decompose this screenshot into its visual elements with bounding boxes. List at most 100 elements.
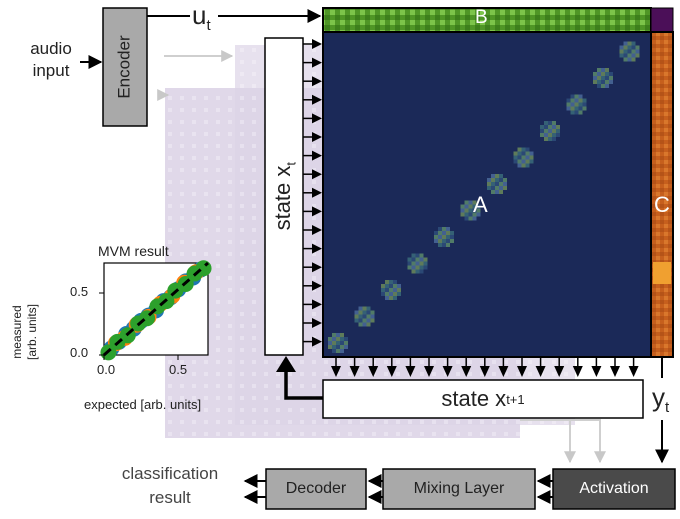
- diagonal-cell: [582, 106, 587, 111]
- inset-ytick-0: 0.0: [70, 345, 89, 360]
- diagonal-cell: [601, 72, 605, 76]
- diagonal-cell: [389, 284, 393, 288]
- diagonal-cell: [487, 178, 491, 182]
- diagonal-cell: [552, 129, 556, 133]
- diagonal-cell: [521, 147, 526, 152]
- output-arrow: [517, 357, 527, 377]
- diagonal-cell: [544, 125, 548, 129]
- pipeline-arrows: [243, 474, 553, 504]
- output-arrow: [424, 357, 434, 377]
- diagonal-cell: [336, 337, 340, 341]
- diagonal-cell: [434, 235, 438, 239]
- diagonal-cell: [521, 163, 526, 168]
- matrix-a-diagonal: [328, 41, 640, 353]
- diagonal-cell: [540, 125, 544, 129]
- mvm-inset-chart: [99, 260, 212, 361]
- diagonal-cell: [540, 133, 544, 137]
- state-arrow: [303, 318, 322, 328]
- diagonal-cell: [593, 76, 597, 80]
- diagonal-cell: [529, 159, 534, 164]
- diagonal-cell: [464, 204, 469, 209]
- diagonal-cell: [446, 235, 450, 239]
- diagonal-cell: [446, 239, 450, 243]
- diagonal-cell: [503, 186, 507, 190]
- state-arrow: [303, 243, 322, 254]
- diagonal-cell: [397, 292, 401, 296]
- audio-input-line1: audio: [30, 39, 72, 58]
- inset-xlabel: expected [arb. units]: [84, 397, 202, 412]
- diagonal-cell: [340, 337, 344, 341]
- diagonal-cell: [574, 94, 579, 99]
- diagonal-cell: [517, 155, 522, 160]
- diagonal-cell: [609, 72, 613, 76]
- diagonal-cell: [609, 76, 613, 80]
- diagonal-cell: [332, 337, 336, 341]
- inset-ylabel: measured [arb. units]: [10, 292, 50, 372]
- diagonal-cell: [525, 147, 530, 152]
- diagonal-cell: [499, 190, 503, 194]
- diagonal-cell: [340, 341, 344, 345]
- diagonal-cell: [627, 53, 632, 58]
- output-arrow: [405, 357, 416, 377]
- diagonal-cell: [601, 84, 605, 88]
- state-arrow: [303, 262, 322, 273]
- diagonal-cell: [517, 163, 522, 168]
- diagonal-cell: [328, 345, 332, 349]
- diagonal-cell: [556, 133, 560, 137]
- diagonal-cell: [499, 178, 503, 182]
- diagonal-cell: [566, 98, 571, 103]
- diagonal-cell: [397, 284, 401, 288]
- state-arrow: [303, 132, 322, 142]
- diagonal-cell: [472, 204, 477, 209]
- diagonal-cell: [619, 53, 624, 58]
- diagonal-cell: [503, 178, 507, 182]
- output-arrow: [479, 357, 490, 377]
- diagonal-cell: [472, 200, 477, 205]
- diagonal-cell: [385, 292, 389, 296]
- diagonal-cell: [385, 280, 389, 284]
- diagonal-cell: [582, 98, 587, 103]
- diagonal-cell: [597, 72, 601, 76]
- diagonal-cell: [328, 341, 332, 345]
- activation-label: Activation: [579, 480, 649, 497]
- diagonal-cell: [495, 182, 499, 186]
- output-arrow: [331, 357, 341, 377]
- output-arrow: [349, 357, 360, 377]
- diagonal-cell: [336, 349, 340, 353]
- diagonal-cell: [344, 337, 348, 341]
- inset-ticks: [99, 292, 179, 360]
- diagonal-cell: [415, 261, 420, 266]
- diagonal-cell: [605, 68, 609, 72]
- diagonal-cell: [358, 310, 363, 315]
- diagonal-cell: [525, 159, 530, 164]
- diagonal-cell: [552, 137, 556, 141]
- decoder-box: [265, 468, 367, 510]
- feedback-arrowhead: [276, 356, 296, 372]
- diagonal-cell: [631, 53, 636, 58]
- diagonal-cell: [574, 106, 579, 111]
- diagonal-cell: [415, 257, 420, 262]
- diagonal-cell: [332, 341, 336, 345]
- diagonal-cell: [635, 45, 640, 50]
- diagonal-cell: [635, 53, 640, 58]
- diagonal-cell: [344, 341, 348, 345]
- diagonal-cell: [366, 318, 371, 323]
- diagonal-cell: [442, 235, 446, 239]
- diagonal-cell: [393, 280, 397, 284]
- matrix-b: [322, 7, 652, 33]
- diagonal-cell: [556, 125, 560, 129]
- diagonal-cell: [548, 133, 552, 137]
- mixing-layer-label: Mixing Layer: [413, 480, 505, 497]
- diagonal-cell: [552, 133, 556, 137]
- matrix-a-label: A: [473, 192, 488, 217]
- diagonal-cell: [525, 151, 530, 156]
- diagonal-cell: [464, 208, 469, 213]
- diagonal-cell: [419, 257, 424, 262]
- diagonal-cell: [521, 155, 526, 160]
- diagonal-cell: [385, 296, 389, 300]
- diagonal-cell: [472, 208, 477, 213]
- diagonal-cell: [366, 306, 371, 311]
- diagonal-cell: [393, 292, 397, 296]
- diagonal-cell: [566, 106, 571, 111]
- diagonal-cell: [450, 239, 454, 243]
